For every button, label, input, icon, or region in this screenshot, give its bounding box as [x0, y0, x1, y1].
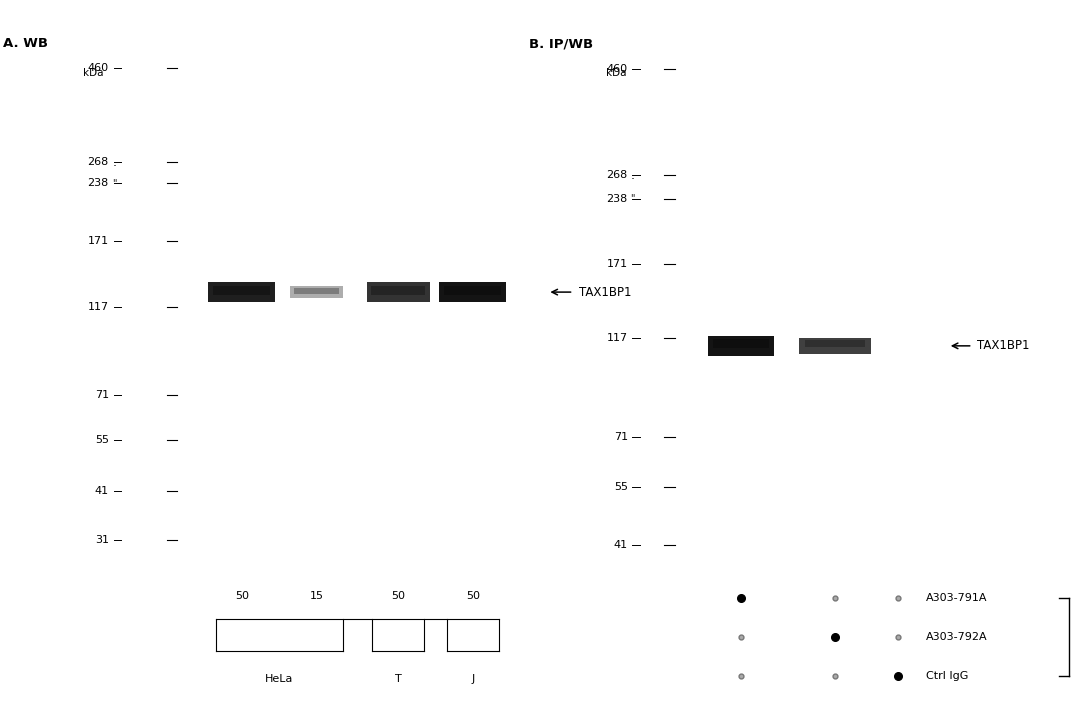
Text: J: J	[471, 674, 474, 683]
Text: 50: 50	[465, 591, 480, 601]
Text: 41: 41	[613, 540, 627, 550]
Bar	[291, 286, 342, 298]
Text: Ctrl IgG: Ctrl IgG	[926, 671, 968, 681]
Text: kDa: kDa	[83, 68, 104, 78]
Text: 238: 238	[607, 194, 627, 203]
Bar	[445, 286, 501, 295]
Text: ": "	[631, 194, 635, 203]
Text: TAX1BP1: TAX1BP1	[976, 340, 1029, 352]
Text: 268: 268	[87, 157, 109, 167]
Text: A303-792A: A303-792A	[926, 632, 987, 642]
Text: 171: 171	[87, 236, 109, 246]
Bar	[372, 286, 426, 295]
Bar	[713, 339, 769, 348]
Text: 41: 41	[95, 486, 109, 496]
Text: 268: 268	[607, 170, 627, 180]
Text: 117: 117	[607, 333, 627, 343]
Text: TAX1BP1: TAX1BP1	[579, 286, 632, 298]
Text: 171: 171	[607, 259, 627, 269]
Text: .: .	[631, 169, 634, 182]
Text: ": "	[112, 178, 117, 188]
Text: 31: 31	[95, 535, 109, 545]
Bar	[294, 289, 339, 294]
Bar	[208, 282, 275, 302]
Text: kDa: kDa	[606, 68, 626, 78]
Text: 238: 238	[87, 178, 109, 188]
Text: 55: 55	[95, 435, 109, 445]
Text: 117: 117	[87, 303, 109, 313]
Text: B. IP/WB: B. IP/WB	[529, 37, 593, 50]
Bar	[367, 282, 430, 302]
Text: A303-791A: A303-791A	[926, 593, 987, 603]
Text: 15: 15	[310, 591, 323, 601]
Bar	[799, 337, 870, 354]
Text: 460: 460	[87, 62, 109, 73]
Bar	[805, 340, 865, 347]
Text: 460: 460	[607, 64, 627, 74]
Text: 71: 71	[613, 432, 627, 442]
Text: 71: 71	[95, 390, 109, 400]
Text: .: .	[112, 156, 117, 169]
Bar	[708, 336, 774, 355]
Bar	[440, 282, 507, 302]
Bar	[214, 286, 270, 295]
Text: 50: 50	[391, 591, 405, 601]
Text: 50: 50	[235, 591, 248, 601]
Text: T: T	[395, 674, 402, 683]
Text: 55: 55	[613, 482, 627, 492]
Text: HeLa: HeLa	[265, 674, 294, 683]
Text: A. WB: A. WB	[3, 37, 49, 50]
